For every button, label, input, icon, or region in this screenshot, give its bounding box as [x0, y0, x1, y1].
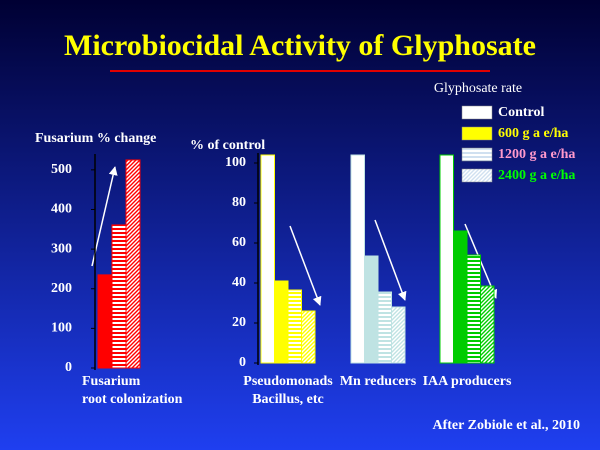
x-tick-label: Bacillus, etc	[252, 392, 324, 407]
bar	[480, 285, 495, 364]
legend-swatch	[461, 105, 493, 120]
y-tick-label: 400	[51, 202, 72, 217]
y-tick-label: 500	[51, 162, 72, 177]
legend-swatch	[461, 168, 493, 183]
bar	[439, 154, 454, 364]
bar	[453, 230, 468, 364]
bar	[260, 154, 275, 364]
bar	[301, 310, 316, 364]
bar	[391, 306, 406, 364]
x-tick-label: root colonization	[82, 392, 183, 407]
bar	[466, 254, 481, 364]
y-tick-label: 0	[65, 360, 72, 375]
bar	[125, 159, 141, 369]
y-tick-label: 100	[225, 155, 246, 170]
source: After Zobiole et al., 2010	[433, 418, 581, 433]
legend-title: Glyphosate rate	[434, 81, 522, 96]
legend-swatch	[461, 126, 493, 141]
legend-label: 1200 g a e/ha	[498, 147, 575, 162]
y-tick-label: 40	[232, 275, 246, 290]
bar	[350, 154, 365, 364]
x-tick-label: IAA producers	[423, 374, 512, 389]
y-tick-label: 100	[51, 321, 72, 336]
legend-label: 2400 g a e/ha	[498, 168, 575, 183]
bar	[97, 274, 113, 369]
bar	[287, 289, 302, 364]
legend-label: 600 g a e/ha	[498, 126, 568, 141]
y-tick-label: 300	[51, 241, 72, 256]
arrow	[91, 166, 118, 267]
legend-label: Control	[498, 105, 545, 120]
bar	[111, 224, 127, 369]
legend-swatch	[461, 147, 493, 162]
y-tick-label: 60	[232, 235, 246, 250]
bar	[274, 280, 289, 364]
arrow	[289, 225, 322, 306]
y-tick-label: 0	[239, 355, 246, 370]
y-tick-label: 200	[51, 281, 72, 296]
bar	[377, 291, 392, 364]
y-tick-label: 20	[232, 315, 246, 330]
x-tick-label: Mn reducers	[340, 374, 417, 389]
x-tick-label: Fusarium	[82, 374, 141, 389]
y-axis-label: % of control	[190, 138, 265, 153]
arrow	[374, 219, 407, 301]
x-tick-label: Pseudomonads	[243, 374, 333, 389]
title: Microbiocidal Activity of Glyphosate	[64, 29, 536, 62]
y-axis-label: Fusarium % change	[35, 131, 156, 146]
bar	[364, 255, 379, 364]
y-tick-label: 80	[232, 195, 246, 210]
